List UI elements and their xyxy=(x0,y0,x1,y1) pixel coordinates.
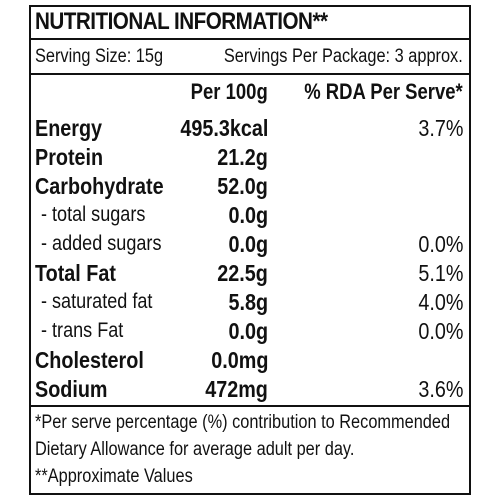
nutrient-row-trans-fat: - trans Fat 0.0g 0.0% xyxy=(31,317,469,345)
nutrient-rda: 5.1% xyxy=(417,260,463,286)
nutrient-name: - trans Fat xyxy=(41,319,124,342)
nutrient-rda: 4.0% xyxy=(417,289,463,315)
nutrient-row-protein: Protein 21.2g xyxy=(31,143,469,171)
nutrition-label: NUTRITIONAL INFORMATION** Serving Size: … xyxy=(29,5,471,495)
label-title: NUTRITIONAL INFORMATION** xyxy=(35,8,328,35)
title-divider xyxy=(31,38,469,40)
column-header-per-100g: Per 100g xyxy=(190,79,268,104)
nutrient-name: - total sugars xyxy=(41,203,146,226)
nutrient-row-sodium: Sodium 472mg 3.6% xyxy=(31,375,469,403)
nutrient-per-100g: 22.5g xyxy=(217,260,268,286)
nutrient-name: Energy xyxy=(35,115,103,141)
nutrient-rda: 3.6% xyxy=(417,376,463,402)
column-header-rda-per-serve: % RDA Per Serve* xyxy=(304,79,463,104)
nutrient-per-100g: 52.0g xyxy=(217,173,268,199)
nutrient-row-total-fat: Total Fat 22.5g 5.1% xyxy=(31,259,469,287)
nutrient-row-cholesterol: Cholesterol 0.0mg xyxy=(31,346,469,374)
nutrient-name: Carbohydrate xyxy=(35,173,164,199)
nutrient-per-100g: 0.0g xyxy=(228,202,268,228)
nutrient-per-100g: 495.3kcal xyxy=(179,115,268,141)
nutrient-name: Sodium xyxy=(35,376,108,402)
nutrient-per-100g: 0.0g xyxy=(228,318,268,344)
servings-per-package: Servings Per Package: 3 approx. xyxy=(224,46,463,67)
nutrient-per-100g: 0.0mg xyxy=(210,347,268,373)
nutrient-rda: 0.0% xyxy=(417,318,463,344)
footnote-rda-continued: Dietary Allowance for average adult per … xyxy=(35,439,355,460)
nutrient-row-saturated-fat: - saturated fat 5.8g 4.0% xyxy=(31,288,469,316)
nutrient-per-100g: 5.8g xyxy=(228,289,268,315)
footnote-approximate: **Approximate Values xyxy=(35,466,193,487)
nutrient-name: Protein xyxy=(35,144,104,170)
nutrient-name: - saturated fat xyxy=(41,290,153,313)
nutrient-rda: 0.0% xyxy=(417,231,463,257)
nutrient-per-100g: 472mg xyxy=(205,376,268,402)
nutrient-rda: 3.7% xyxy=(417,115,463,141)
nutrient-row-added-sugars: - added sugars 0.0g 0.0% xyxy=(31,230,469,258)
footnote-rda: *Per serve percentage (%) contribution t… xyxy=(35,412,451,433)
serving-size: Serving Size: 15g xyxy=(35,46,164,67)
nutrient-name: Total Fat xyxy=(35,260,116,286)
nutrient-row-total-sugars: - total sugars 0.0g xyxy=(31,201,469,229)
nutrient-per-100g: 21.2g xyxy=(217,144,268,170)
serving-divider xyxy=(31,73,469,75)
nutrient-per-100g: 0.0g xyxy=(228,231,268,257)
nutrient-name: - added sugars xyxy=(41,232,162,255)
nutrient-name: Cholesterol xyxy=(35,347,144,373)
footnote-divider xyxy=(31,405,469,407)
nutrient-row-carbohydrate: Carbohydrate 52.0g xyxy=(31,172,469,200)
nutrient-row-energy: Energy 495.3kcal 3.7% xyxy=(31,114,469,142)
